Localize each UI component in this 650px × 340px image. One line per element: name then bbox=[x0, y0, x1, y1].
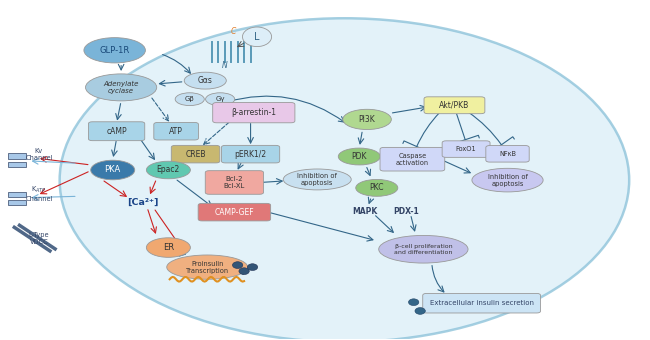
FancyBboxPatch shape bbox=[8, 162, 26, 167]
FancyBboxPatch shape bbox=[424, 97, 485, 114]
Ellipse shape bbox=[60, 18, 629, 340]
FancyBboxPatch shape bbox=[486, 146, 529, 162]
Text: K$_{ATP}$
Channel: K$_{ATP}$ Channel bbox=[25, 184, 53, 202]
FancyBboxPatch shape bbox=[8, 191, 26, 197]
FancyBboxPatch shape bbox=[8, 200, 26, 205]
Text: NFκB: NFκB bbox=[499, 151, 516, 157]
Ellipse shape bbox=[472, 168, 543, 192]
Text: N: N bbox=[222, 61, 227, 70]
Ellipse shape bbox=[146, 238, 190, 257]
Text: PDX-1: PDX-1 bbox=[393, 207, 419, 216]
FancyBboxPatch shape bbox=[222, 146, 280, 163]
Text: CAMP-GEF: CAMP-GEF bbox=[214, 208, 254, 217]
Text: β-cell proliferation
and differentiation: β-cell proliferation and differentiation bbox=[394, 244, 452, 255]
Ellipse shape bbox=[248, 264, 257, 271]
Ellipse shape bbox=[184, 72, 226, 89]
Text: CREB: CREB bbox=[185, 150, 206, 159]
Text: PDK: PDK bbox=[352, 152, 367, 161]
Ellipse shape bbox=[343, 109, 391, 130]
Text: Gβ: Gβ bbox=[185, 96, 194, 102]
Text: PI3K: PI3K bbox=[359, 115, 376, 124]
Text: Proinsulin
Transcription: Proinsulin Transcription bbox=[186, 261, 229, 274]
Ellipse shape bbox=[356, 180, 398, 196]
Ellipse shape bbox=[239, 268, 249, 274]
Text: PKC: PKC bbox=[370, 183, 384, 192]
Text: Extracellular insulin secretion: Extracellular insulin secretion bbox=[430, 300, 534, 306]
Text: β-arrestin-1: β-arrestin-1 bbox=[231, 108, 276, 117]
FancyBboxPatch shape bbox=[205, 171, 263, 194]
Text: Bcl-2
Bcl-XL: Bcl-2 Bcl-XL bbox=[224, 176, 245, 189]
FancyBboxPatch shape bbox=[88, 122, 145, 141]
Ellipse shape bbox=[283, 169, 351, 190]
FancyBboxPatch shape bbox=[198, 203, 270, 221]
Text: L: L bbox=[254, 32, 260, 42]
FancyBboxPatch shape bbox=[154, 122, 198, 140]
Ellipse shape bbox=[415, 308, 425, 314]
Text: Gγ: Gγ bbox=[215, 96, 225, 102]
Ellipse shape bbox=[233, 262, 243, 269]
Text: [Ca²⁺]: [Ca²⁺] bbox=[127, 198, 158, 207]
Text: FoxO1: FoxO1 bbox=[456, 146, 476, 152]
Text: Caspase
activation: Caspase activation bbox=[396, 153, 429, 166]
Ellipse shape bbox=[167, 255, 248, 279]
Ellipse shape bbox=[408, 299, 419, 306]
Text: Kv
Channel: Kv Channel bbox=[25, 148, 53, 161]
Text: MAPK: MAPK bbox=[352, 207, 378, 216]
FancyBboxPatch shape bbox=[172, 146, 220, 163]
Text: L-Type
VDCC: L-Type VDCC bbox=[29, 232, 49, 244]
Ellipse shape bbox=[205, 93, 235, 106]
Text: Adenylate
cyclase: Adenylate cyclase bbox=[103, 81, 139, 94]
Ellipse shape bbox=[379, 235, 468, 263]
FancyBboxPatch shape bbox=[380, 148, 445, 171]
Text: ATP: ATP bbox=[169, 127, 183, 136]
Text: cAMP: cAMP bbox=[107, 127, 127, 136]
Text: Akt/PKB: Akt/PKB bbox=[439, 101, 469, 110]
Ellipse shape bbox=[175, 93, 204, 106]
Ellipse shape bbox=[91, 160, 135, 180]
Text: GLP-1R: GLP-1R bbox=[99, 46, 130, 55]
Text: Inhibition of
apoptosis: Inhibition of apoptosis bbox=[297, 173, 337, 186]
Ellipse shape bbox=[84, 38, 146, 63]
FancyBboxPatch shape bbox=[213, 103, 295, 123]
FancyBboxPatch shape bbox=[442, 141, 490, 157]
FancyBboxPatch shape bbox=[422, 293, 541, 313]
Ellipse shape bbox=[338, 148, 380, 165]
Ellipse shape bbox=[146, 161, 190, 179]
Text: PKA: PKA bbox=[105, 166, 121, 174]
FancyBboxPatch shape bbox=[8, 153, 26, 158]
Text: Inhibition of
apoptosis: Inhibition of apoptosis bbox=[488, 174, 527, 187]
Ellipse shape bbox=[242, 27, 272, 47]
Text: C: C bbox=[230, 27, 236, 36]
Text: pERK1/2: pERK1/2 bbox=[235, 150, 266, 159]
Text: Epac2: Epac2 bbox=[157, 166, 180, 174]
Text: ER: ER bbox=[162, 243, 174, 252]
Text: Gαs: Gαs bbox=[198, 76, 213, 85]
Ellipse shape bbox=[86, 74, 157, 101]
